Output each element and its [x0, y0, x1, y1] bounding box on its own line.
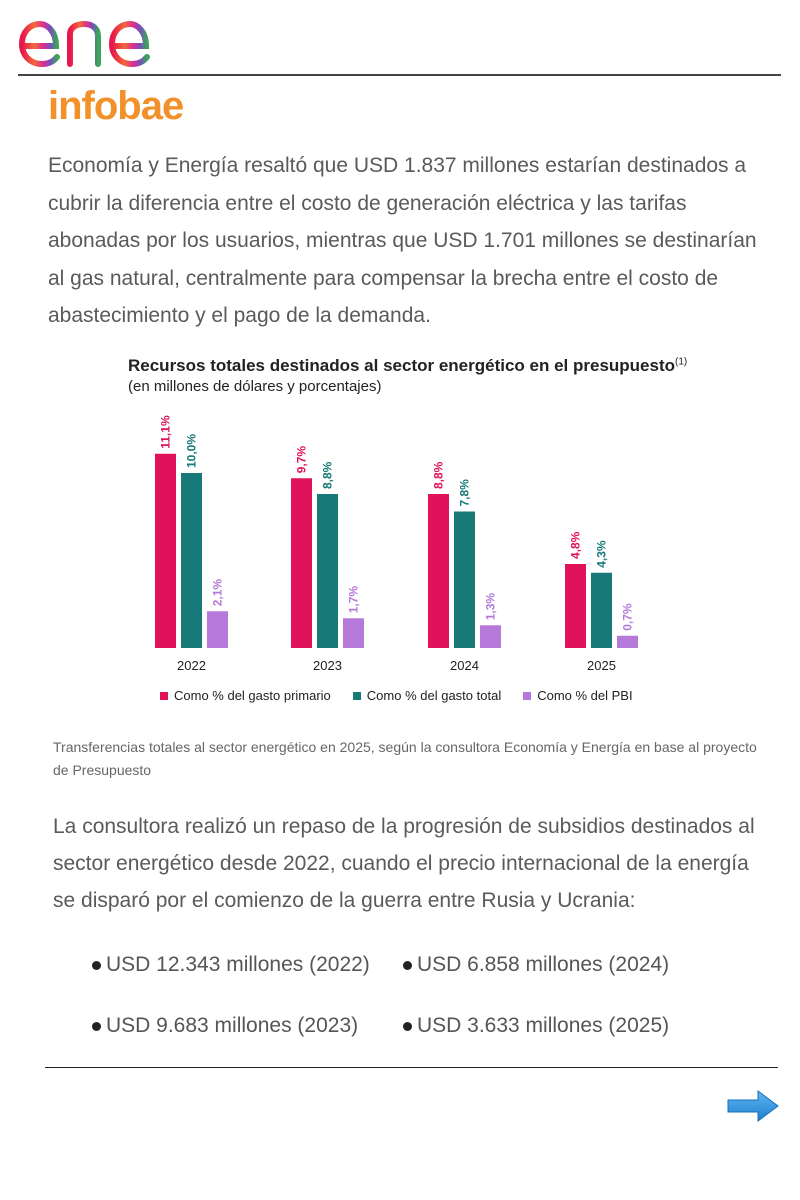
data-label: 11,1%: [159, 415, 173, 449]
list-item: USD 12.343 millones (2022): [92, 953, 370, 977]
data-label: 4,3%: [595, 540, 609, 568]
data-label: 2,1%: [211, 579, 225, 607]
bar: [591, 572, 612, 648]
data-label: 10,0%: [185, 434, 199, 468]
bar: [291, 478, 312, 648]
image-caption: Transferencias totales al sector energét…: [53, 739, 757, 778]
data-label: 0,7%: [621, 603, 635, 631]
legend-item-gasto-primario: Como % del gasto primario: [160, 688, 331, 703]
next-arrow-icon[interactable]: [726, 1088, 780, 1124]
chart-title: Recursos totales destinados al sector en…: [128, 356, 687, 376]
brand-infobae[interactable]: infobae: [48, 84, 184, 128]
legend-label: Como % del PBI: [537, 688, 633, 703]
bar: [317, 494, 338, 648]
data-label: 1,7%: [347, 586, 361, 614]
legend-swatch: [160, 691, 168, 700]
x-tick-label: 2024: [450, 658, 479, 673]
data-label: 8,8%: [432, 461, 446, 489]
list-item: USD 3.633 millones (2025): [403, 1014, 669, 1038]
bar: [565, 564, 586, 648]
bottom-divider: [45, 1067, 778, 1068]
chart-title-text: Recursos totales destinados al sector en…: [128, 356, 676, 375]
data-label: 7,8%: [458, 479, 472, 507]
list-item-text: USD 3.633 millones (2025): [417, 1014, 670, 1037]
bar: [454, 511, 475, 648]
legend-item-gasto-total: Como % del gasto total: [352, 688, 502, 703]
data-label: 8,8%: [321, 461, 335, 489]
bullet-icon: [92, 1021, 101, 1031]
bar-chart: 11,1% 10,0% 2,1% 2022 9,7% 8,8% 1,7% 2023 8,8% 7,…: [155, 415, 638, 673]
x-tick-label: 2023: [313, 658, 342, 673]
list-item-text: USD 9.683 millones (2023): [106, 1014, 359, 1037]
bar: [207, 611, 228, 648]
bar: [480, 625, 501, 648]
data-label: 1,3%: [484, 593, 498, 621]
legend-label: Como % del gasto total: [366, 688, 502, 703]
list-item: USD 6.858 millones (2024): [403, 953, 669, 977]
legend-swatch: [352, 691, 361, 700]
article-paragraph-1: Economía y Energía resaltó que USD 1.837…: [48, 154, 757, 327]
list-item: USD 9.683 millones (2023): [92, 1014, 358, 1038]
data-label: 9,7%: [295, 446, 309, 474]
bar: [343, 618, 364, 648]
chart-subtitle: (en millones de dólares y porcentajes): [128, 378, 382, 395]
legend-swatch: [523, 691, 532, 700]
list-item-text: USD 6.858 millones (2024): [417, 953, 670, 976]
legend-item-pbi: Como % del PBI: [523, 688, 633, 703]
bar: [155, 453, 176, 648]
bar: [181, 473, 202, 648]
bullet-icon: [403, 1021, 412, 1031]
legend-label: Como % del gasto primario: [174, 688, 331, 703]
bullet-icon: [92, 960, 101, 970]
x-tick-label: 2025: [587, 658, 616, 673]
bar: [428, 494, 449, 648]
data-label: 4,8%: [569, 531, 583, 559]
chart-legend: Como % del gasto primario Como % del gas…: [160, 688, 633, 703]
article-paragraph-2: La consultora realizó un repaso de la pr…: [53, 815, 755, 912]
list-item-text: USD 12.343 millones (2022): [106, 953, 370, 976]
chart-title-note: (1): [675, 356, 688, 368]
x-tick-label: 2022: [177, 658, 206, 673]
top-divider: [18, 74, 781, 76]
bullet-icon: [403, 960, 412, 970]
bar: [617, 635, 638, 648]
